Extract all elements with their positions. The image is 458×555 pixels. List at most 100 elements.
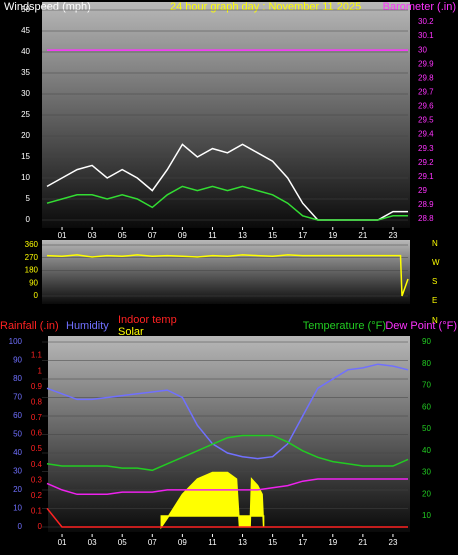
y2-tick-label: 29 [418,186,427,195]
x-tick-label: 17 [298,538,307,547]
y2-tick-label: 60 [422,402,431,411]
y-tick-label: 10 [21,173,30,182]
x-tick-label: 07 [148,538,157,547]
y-tick-label: 80 [13,374,22,383]
x-tick-label: 07 [148,231,157,240]
x-tick-label: 19 [328,231,337,240]
y-tick-label: 20 [13,485,22,494]
indoor-label: Indoor temp [118,314,177,326]
humidity-label: Humidity [66,320,109,332]
y2-tick-label: 29.3 [418,144,434,153]
y-tick-label: 35 [21,68,30,77]
y3-tick-label: 0.4 [31,460,43,469]
compass-label: W [432,258,440,267]
y3-tick-label: 0 [38,522,43,531]
y-tick-label: 20 [21,131,30,140]
y-tick-label: 50 [21,5,30,14]
y-tick-label: 270 [25,253,39,262]
line [46,507,408,528]
y3-tick-label: 0.1 [31,507,43,516]
y-tick-label: 30 [21,89,30,98]
y-tick-label: 30 [13,467,22,476]
x-tick-label: 17 [298,231,307,240]
y2-tick-label: 90 [422,337,431,346]
x-tick-label: 21 [358,538,367,547]
y2-tick-label: 29.2 [418,158,434,167]
y2-tick-label: 29.8 [418,73,434,82]
x-tick-label: 11 [208,231,217,240]
y3-tick-label: 0.5 [31,444,43,453]
y3-tick-label: 0.2 [31,491,43,500]
y-tick-label: 40 [13,448,22,457]
x-tick-label: 01 [58,538,67,547]
x-tick-label: 09 [178,538,187,547]
dewpoint-label: Dew Point (°F) [385,320,457,332]
x-tick-label: 11 [208,538,217,547]
y-tick-label: 45 [21,26,30,35]
y-tick-label: 90 [13,356,22,365]
x-tick-label: 03 [88,231,97,240]
y-tick-label: 40 [21,47,30,56]
line [46,434,409,472]
x-tick-label: 19 [328,538,337,547]
y3-tick-label: 0.9 [31,382,43,391]
wind-label: Windspeed (mph) [4,1,91,13]
line [46,478,408,496]
y2-tick-label: 80 [422,359,431,368]
x-tick-label: 15 [268,231,277,240]
y-tick-label: 70 [13,393,22,402]
y3-tick-label: 0.6 [31,429,43,438]
line [46,363,409,460]
y2-tick-label: 28.9 [418,200,434,209]
y3-tick-label: 1 [38,366,43,375]
y2-tick-label: 29.5 [418,116,434,125]
y-tick-label: 0 [26,215,31,224]
y-tick-label: 60 [13,411,22,420]
y2-tick-label: 10 [422,511,431,520]
x-tick-label: 21 [358,231,367,240]
y3-tick-label: 1.1 [31,351,43,360]
y-tick-label: 90 [29,278,38,287]
compass-label: S [432,277,437,286]
y-tick-label: 10 [13,504,22,513]
x-tick-label: 23 [389,231,398,240]
y-tick-label: 25 [21,110,30,119]
y-tick-label: 0 [18,522,23,531]
y-tick-label: 5 [26,194,31,203]
y-tick-label: 100 [9,337,23,346]
y2-tick-label: 20 [422,489,431,498]
x-tick-label: 03 [88,538,97,547]
barometer-label: Barometer (.in) [383,1,456,13]
y3-tick-label: 0.7 [31,413,43,422]
solar-label: Solar [118,326,144,338]
y3-tick-label: 0.8 [31,397,43,406]
y-tick-label: 50 [13,430,22,439]
x-tick-label: 05 [118,538,127,547]
title: 24 hour graph day : November 11 2025 [170,1,361,13]
y2-tick-label: 50 [422,424,431,433]
compass-label: N [432,316,438,325]
y2-tick-label: 30.1 [418,31,434,40]
x-tick-label: 13 [238,538,247,547]
y2-tick-label: 29.6 [418,102,434,111]
y2-tick-label: 29.9 [418,59,434,68]
compass-label: N [432,239,438,248]
line [46,254,409,297]
temperature-label: Temperature (°F) [303,320,386,332]
y-tick-label: 15 [21,152,30,161]
y2-tick-label: 29.4 [418,130,434,139]
direction-panel [42,240,410,304]
x-tick-label: 05 [118,231,127,240]
y-tick-label: 0 [34,291,39,300]
y2-tick-label: 30.2 [418,17,434,26]
y2-tick-label: 30 [422,468,431,477]
y-tick-label: 180 [25,266,39,275]
y2-tick-label: 28.8 [418,214,434,223]
y2-tick-label: 70 [422,381,431,390]
y2-tick-label: 29.7 [418,87,434,96]
rain-label: Rainfall (.in) [0,320,59,332]
x-tick-label: 23 [389,538,398,547]
y2-tick-label: 29.1 [418,172,434,181]
y3-tick-label: 0.3 [31,475,43,484]
